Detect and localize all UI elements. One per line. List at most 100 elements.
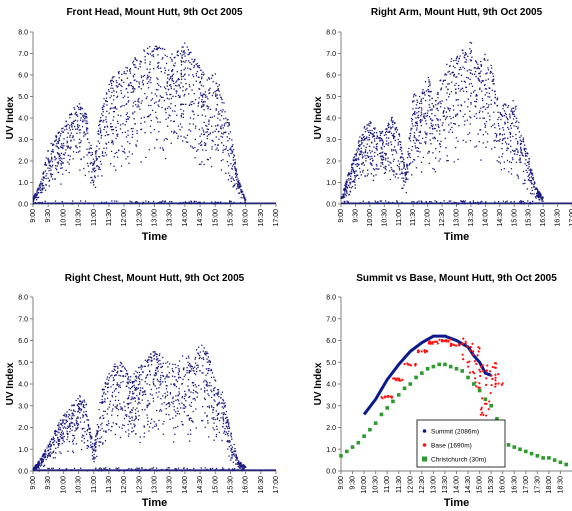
data-point <box>484 53 486 56</box>
data-point <box>496 97 499 99</box>
data-point <box>230 447 232 450</box>
data-point <box>101 201 103 203</box>
data-point <box>518 121 520 124</box>
data-point <box>118 72 120 75</box>
data-point <box>110 79 112 82</box>
data-point <box>112 110 115 113</box>
data-point <box>36 467 38 469</box>
data-point <box>352 171 354 173</box>
data-point <box>428 104 430 106</box>
data-point <box>390 166 392 169</box>
data-point <box>211 417 213 419</box>
data-point <box>116 468 119 470</box>
data-point <box>59 159 61 161</box>
data-point <box>478 72 480 75</box>
data-point <box>241 465 244 467</box>
data-point <box>219 94 221 96</box>
data-point <box>95 445 97 447</box>
data-point <box>230 177 232 180</box>
data-point <box>427 110 429 112</box>
data-point <box>160 468 163 471</box>
data-point <box>452 65 455 67</box>
data-point <box>239 186 241 188</box>
data-point <box>208 394 210 397</box>
data-point <box>183 50 185 52</box>
data-point <box>418 139 420 142</box>
data-point <box>215 425 218 427</box>
data-point <box>460 74 463 76</box>
data-point <box>127 378 129 381</box>
data-point <box>74 119 77 121</box>
data-point <box>203 381 205 383</box>
data-point <box>44 449 46 451</box>
data-point <box>202 105 204 107</box>
data-point <box>93 443 96 445</box>
data-point <box>454 88 457 91</box>
data-point <box>434 200 436 202</box>
data-point <box>443 200 445 202</box>
data-point <box>533 193 535 195</box>
data-point <box>474 67 476 69</box>
data-point <box>497 140 499 142</box>
data-point <box>110 375 112 377</box>
data-point <box>536 194 538 197</box>
data-point <box>80 409 82 412</box>
data-point <box>462 115 464 118</box>
data-point <box>215 109 217 111</box>
data-point <box>155 89 158 91</box>
data-point <box>68 440 71 443</box>
data-point <box>399 173 401 175</box>
data-point <box>137 377 139 379</box>
data-point <box>425 90 428 92</box>
data-point <box>127 118 129 120</box>
data-point <box>393 158 395 160</box>
data-point <box>484 83 486 86</box>
data-point <box>104 410 107 413</box>
data-point <box>204 391 206 393</box>
data-point <box>86 162 89 165</box>
data-point <box>69 136 71 138</box>
data-point <box>52 467 54 469</box>
data-point <box>129 420 131 423</box>
x-tick-label: 13:30 <box>468 209 475 227</box>
data-point <box>227 422 229 424</box>
data-point <box>127 396 130 399</box>
data-point <box>80 107 82 109</box>
data-point <box>379 138 381 140</box>
data-point <box>190 391 192 393</box>
data-point <box>358 145 360 147</box>
data-point <box>453 344 456 347</box>
data-point <box>502 105 505 107</box>
data-point <box>442 115 445 117</box>
data-point <box>427 89 430 91</box>
x-tick-label: 16:00 <box>540 209 547 227</box>
data-point <box>134 424 136 427</box>
data-point <box>525 202 527 205</box>
data-point <box>159 86 162 88</box>
data-point <box>150 360 152 362</box>
y-tick-label: 1.0 <box>326 447 336 454</box>
data-point <box>351 163 353 166</box>
data-point <box>57 132 59 135</box>
data-point <box>208 120 210 123</box>
data-point <box>373 131 376 134</box>
data-point <box>467 365 470 368</box>
data-point <box>185 394 187 396</box>
data-point <box>154 351 156 353</box>
data-point <box>109 400 111 402</box>
data-point <box>164 200 166 202</box>
data-point <box>95 153 97 155</box>
data-point <box>211 146 213 148</box>
data-point <box>72 426 74 428</box>
data-point <box>388 164 390 166</box>
data-point <box>99 437 101 440</box>
data-point <box>432 105 435 107</box>
data-point <box>181 402 183 404</box>
data-point <box>209 382 211 384</box>
data-point <box>127 435 130 437</box>
data-point <box>170 120 172 122</box>
data-point <box>108 372 110 375</box>
data-point <box>115 91 118 93</box>
data-point <box>444 79 446 81</box>
data-point <box>131 86 134 88</box>
